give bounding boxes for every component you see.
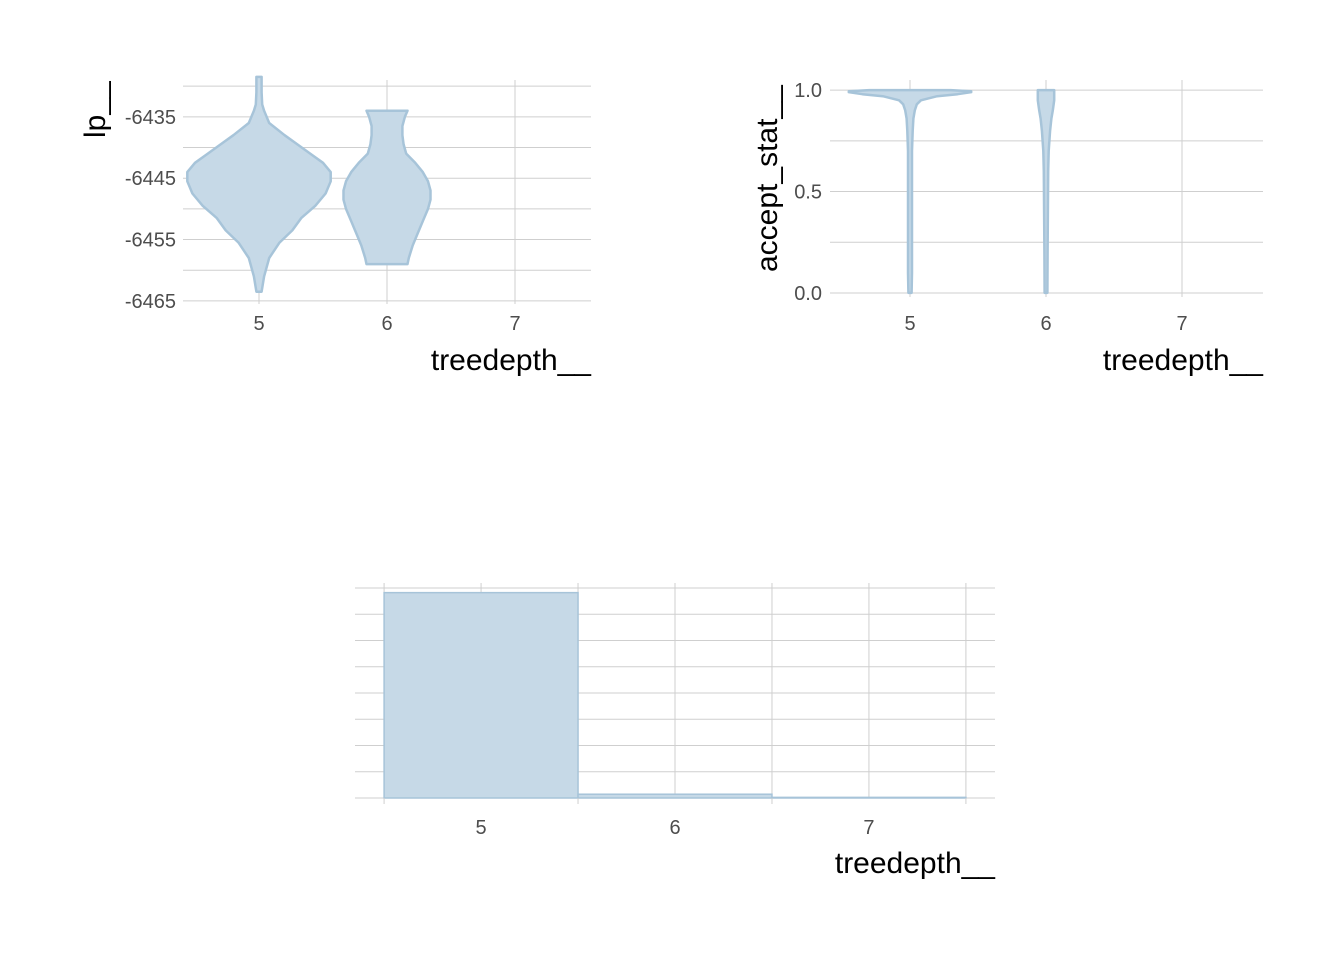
x-tick-label: 7 xyxy=(863,817,874,839)
x-tick-label: 6 xyxy=(1040,313,1051,335)
y-tick-label: -6435 xyxy=(125,107,176,129)
y-tick-label: 1.0 xyxy=(794,80,822,102)
histogram-bar-7 xyxy=(771,796,967,799)
x-axis-title: treedepth__ xyxy=(431,344,592,377)
x-tick-label: 6 xyxy=(381,313,392,335)
x-tick-label: 5 xyxy=(904,313,915,335)
x-axis-title: treedepth__ xyxy=(835,847,996,880)
violin-accept_stat-5 xyxy=(847,88,973,295)
x-axis-title: treedepth__ xyxy=(1103,344,1264,377)
accept-stat-violin-panel: 0.0 0.5 1.0 5 6 7 treedepth__ accept_stat__ xyxy=(751,80,1264,377)
lp-violin-panel: -6465 -6455 -6445 -6435 5 6 7 treedepth__ lp__ xyxy=(79,75,592,377)
histogram-bar-6 xyxy=(577,793,773,799)
y-tick-label: -6465 xyxy=(125,291,176,313)
x-tick-label: 7 xyxy=(1176,313,1187,335)
x-tick-label: 5 xyxy=(475,817,486,839)
x-tick-label: 5 xyxy=(253,313,264,335)
y-tick-label: 0.5 xyxy=(794,182,822,204)
violin-lp-5 xyxy=(186,75,332,293)
histogram-bar-5 xyxy=(383,591,579,799)
treedepth-histogram-panel: 5 6 7 treedepth__ xyxy=(355,583,996,880)
x-tick-label: 6 xyxy=(669,817,680,839)
y-tick-label: -6455 xyxy=(125,230,176,252)
y-axis-title: accept_stat__ xyxy=(751,84,784,272)
y-tick-label: 0.0 xyxy=(794,283,822,305)
y-tick-label: -6445 xyxy=(125,168,176,190)
violin-accept_stat-6 xyxy=(1036,88,1056,295)
violin-lp-6 xyxy=(342,109,432,266)
x-tick-label: 7 xyxy=(509,313,520,335)
y-axis-title: lp__ xyxy=(79,80,112,138)
